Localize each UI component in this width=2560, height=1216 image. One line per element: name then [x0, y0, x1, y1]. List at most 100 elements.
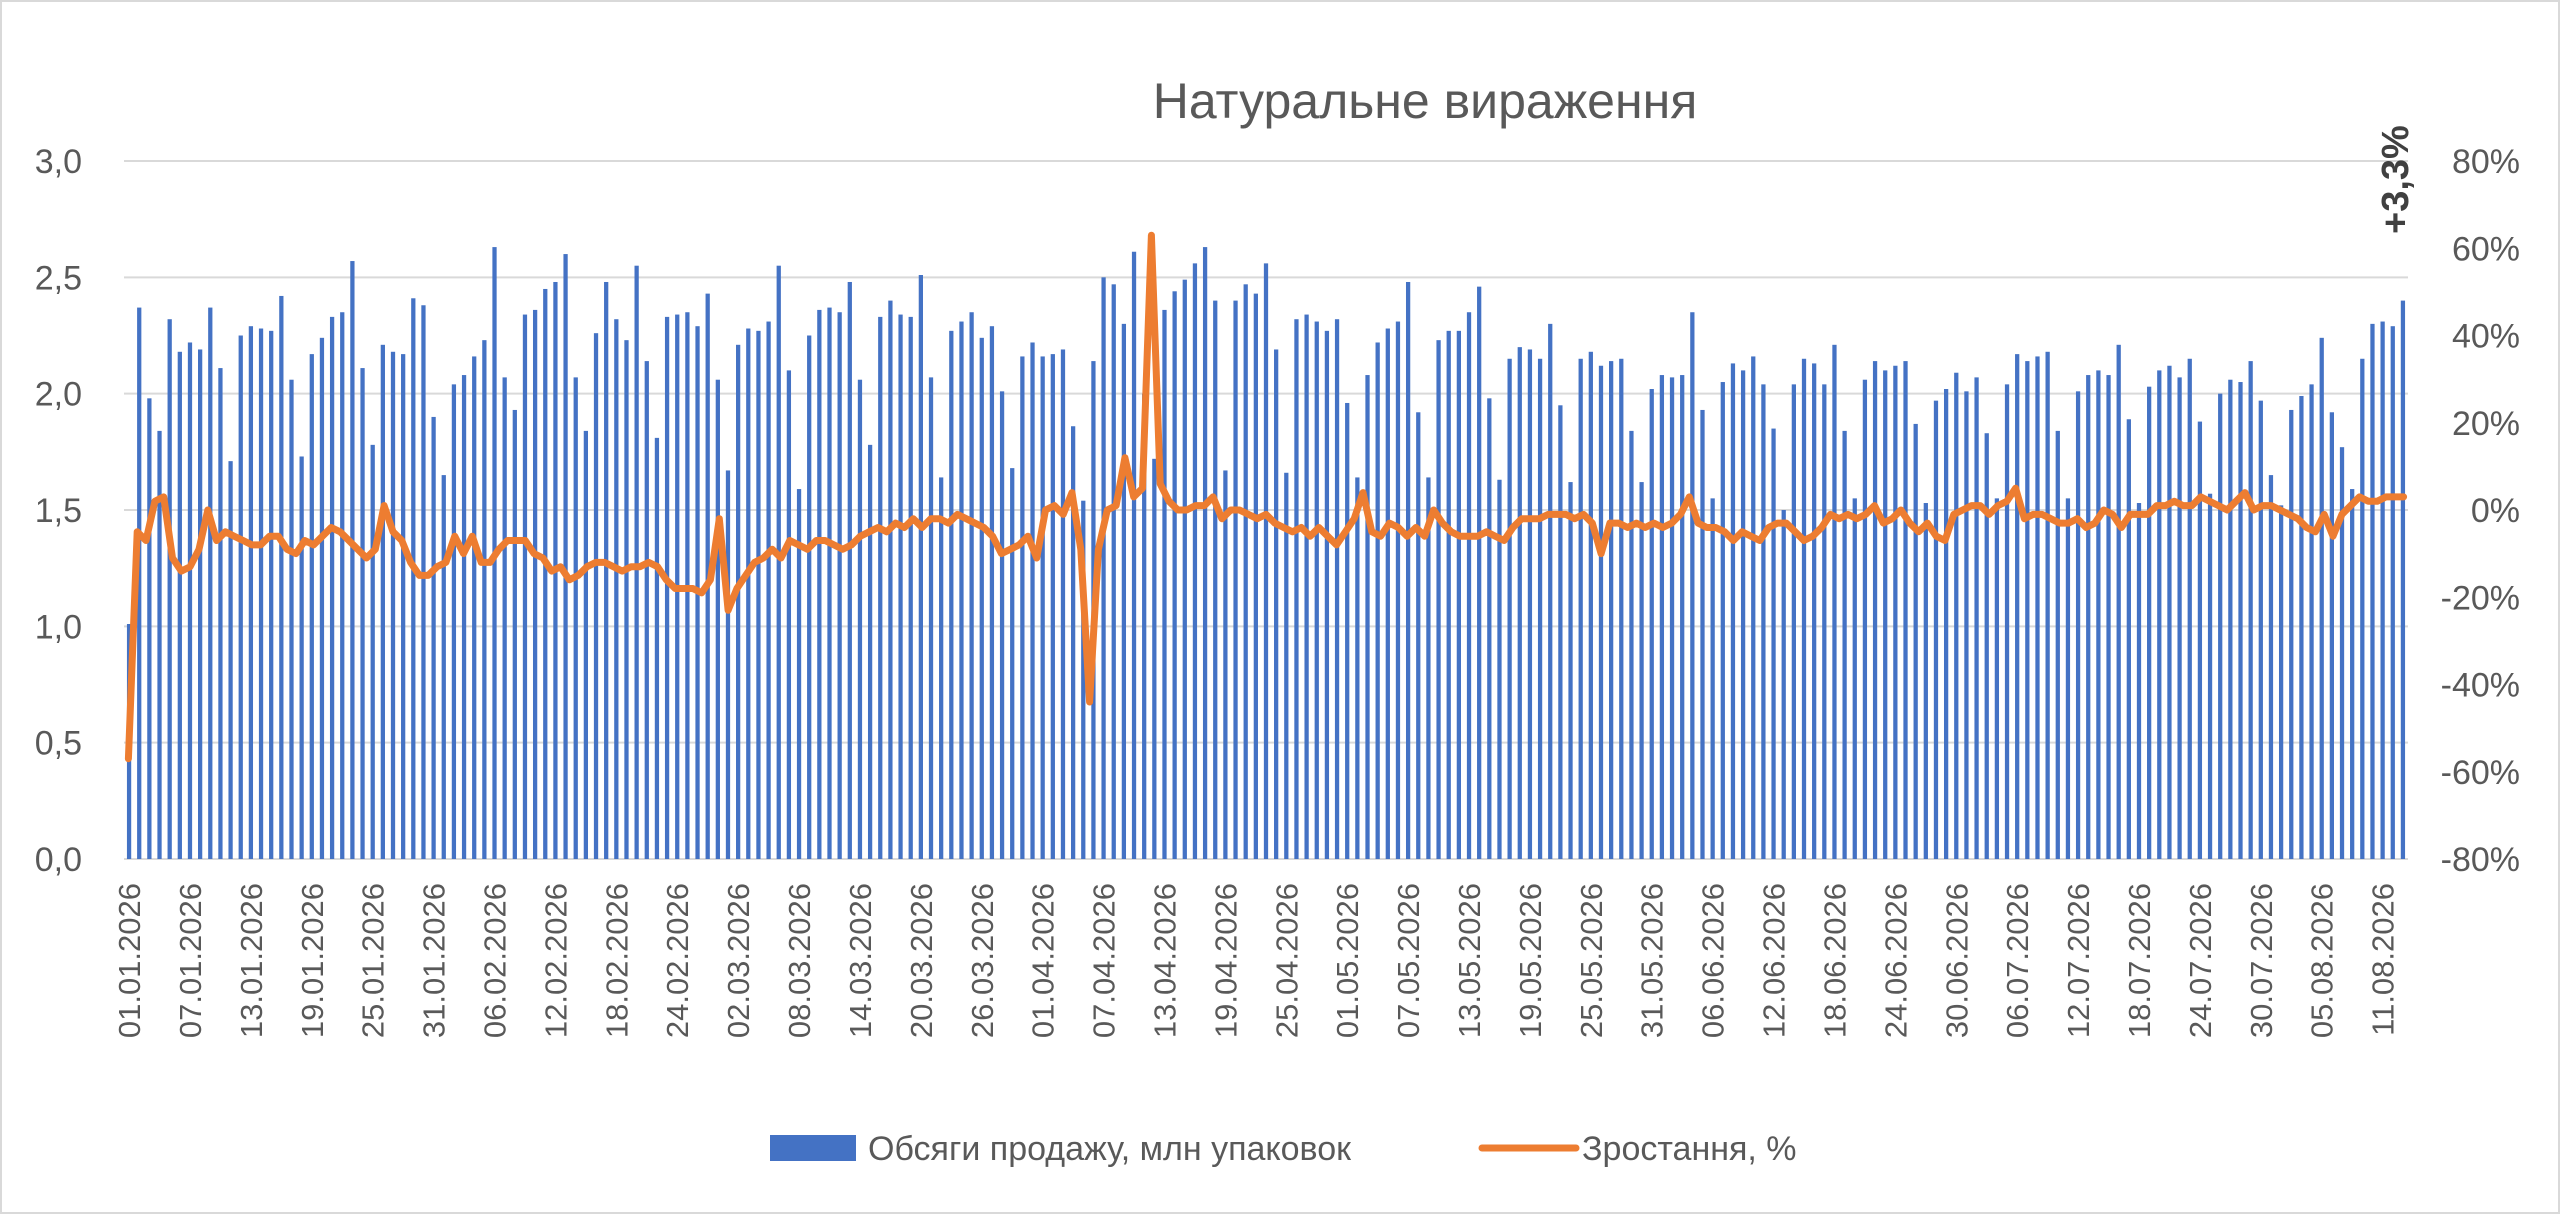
bar — [746, 328, 751, 859]
bar — [867, 444, 873, 859]
bar — [2035, 356, 2040, 859]
legend-label-line: Зростання, % — [1582, 1130, 1797, 1168]
bar — [1974, 377, 1979, 859]
bar — [1761, 384, 1766, 859]
bar — [421, 305, 426, 860]
bar — [827, 307, 832, 860]
bar — [756, 330, 761, 859]
bar — [1060, 349, 1066, 859]
bar — [1274, 349, 1279, 859]
bar — [2390, 326, 2395, 859]
bar — [1791, 384, 1796, 859]
bar — [766, 321, 771, 859]
bar — [1304, 314, 1309, 859]
bar — [2025, 361, 2030, 859]
bar — [167, 319, 172, 859]
bar — [1548, 323, 1553, 859]
y-left-tick-label: 2,0 — [35, 376, 82, 414]
x-tick-label: 12.06.2026 — [1757, 883, 1792, 1038]
x-tick-label: 31.05.2026 — [1635, 883, 1670, 1038]
bar — [1253, 293, 1258, 859]
bar — [1324, 330, 1330, 859]
x-tick-label: 07.04.2026 — [1087, 883, 1122, 1038]
bar — [2370, 323, 2375, 859]
growth-line — [124, 231, 2408, 763]
bar — [1751, 356, 1756, 859]
legend: Обсяги продажу, млн упаковок Зростання, … — [770, 1130, 1797, 1168]
x-tick-label: 05.08.2026 — [2305, 883, 2340, 1038]
bar — [1507, 358, 1512, 859]
bar — [248, 326, 254, 859]
bar — [1385, 328, 1390, 859]
bar — [1943, 389, 1949, 859]
bar — [431, 416, 436, 859]
bar — [2319, 337, 2324, 859]
bar — [2086, 375, 2091, 859]
bar — [1720, 382, 1725, 859]
bar — [2248, 361, 2253, 859]
bar — [2157, 370, 2162, 859]
bar — [1639, 482, 1644, 859]
bar — [2004, 384, 2010, 859]
bar — [624, 340, 629, 859]
bar — [1101, 277, 1106, 859]
bar — [340, 312, 345, 859]
bar — [157, 430, 162, 859]
bar — [1832, 344, 1837, 860]
bar — [1466, 312, 1472, 859]
bar — [1578, 358, 1583, 859]
bar — [269, 330, 274, 859]
bar — [380, 344, 385, 860]
x-tick-label: 30.07.2026 — [2244, 883, 2279, 1038]
bar — [1243, 284, 1248, 859]
y-left-tick-label: 0,0 — [35, 841, 82, 879]
bar — [969, 312, 974, 859]
y-right-tick-label: -20% — [2441, 579, 2520, 617]
x-tick-label: 14.03.2026 — [843, 883, 878, 1038]
bar — [228, 461, 233, 859]
bar — [2228, 379, 2233, 859]
bar — [1954, 372, 1959, 859]
y-left-tick-label: 3,0 — [35, 143, 82, 181]
x-tick-label: 19.01.2026 — [295, 883, 330, 1038]
bar — [1923, 503, 1928, 859]
bar — [2360, 358, 2365, 859]
bar — [918, 275, 923, 859]
x-tick-label: 01.04.2026 — [1026, 883, 1061, 1038]
y-right-tick-label: -80% — [2441, 841, 2520, 879]
bar — [1710, 498, 1715, 859]
bar — [1446, 330, 1451, 859]
bar — [999, 391, 1005, 859]
bar — [604, 281, 609, 859]
bar — [1263, 263, 1269, 860]
bar — [2106, 375, 2111, 859]
bar-series — [126, 247, 2406, 860]
bar — [1558, 405, 1563, 859]
bar — [1730, 363, 1736, 859]
bar — [2116, 344, 2121, 860]
bar — [218, 368, 223, 859]
bar — [472, 356, 477, 859]
bar — [2167, 365, 2172, 859]
bar — [2289, 409, 2294, 859]
bar — [1436, 340, 1441, 859]
bar — [1598, 365, 1604, 859]
bar — [2380, 321, 2385, 859]
bar — [1162, 309, 1167, 859]
x-tick-label: 07.01.2026 — [173, 883, 208, 1038]
bar — [2187, 358, 2192, 859]
bar — [593, 333, 599, 859]
bar — [1142, 393, 1147, 859]
bar — [1852, 498, 1857, 859]
bar — [2218, 393, 2223, 859]
x-tick-label: 06.06.2026 — [1696, 883, 1731, 1038]
bar — [1334, 319, 1340, 859]
x-tick-label: 01.01.2026 — [112, 883, 147, 1038]
bar — [837, 312, 842, 859]
x-tick-label: 12.02.2026 — [538, 883, 573, 1038]
bar — [1609, 361, 1614, 859]
bar — [1497, 479, 1502, 859]
bar — [1172, 291, 1177, 859]
bar — [543, 288, 548, 859]
